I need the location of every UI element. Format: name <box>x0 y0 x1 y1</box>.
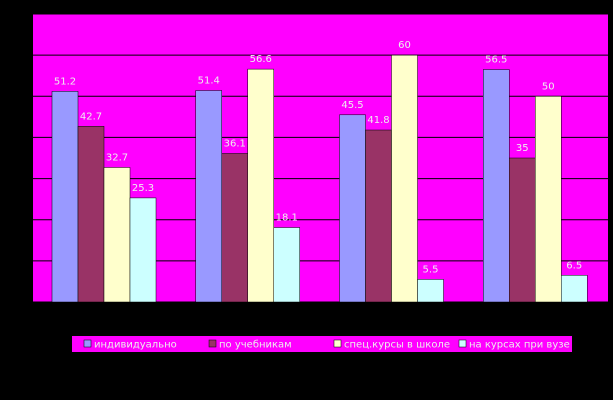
y-tick-label: 40 <box>16 132 29 143</box>
y-tick-label: 10 <box>16 256 29 267</box>
legend-swatch <box>208 339 217 348</box>
bar <box>365 129 392 303</box>
data-label: 56.5 <box>485 55 507 66</box>
legend-label: на курсах при вузе <box>469 340 570 351</box>
data-label: 50 <box>542 81 555 92</box>
data-label: 45.5 <box>341 100 363 111</box>
data-label: 56.6 <box>250 54 272 65</box>
data-label: 18.1 <box>276 213 298 224</box>
legend <box>72 336 572 352</box>
legend-label: спец.курсы в школе <box>344 340 450 351</box>
bar <box>221 153 248 303</box>
bar <box>129 197 157 303</box>
bar <box>417 279 444 303</box>
legend-swatch <box>83 339 92 348</box>
data-label: 51.2 <box>54 76 76 87</box>
legend-swatch <box>333 339 342 348</box>
data-label: 32.7 <box>106 152 128 163</box>
bar <box>195 90 222 303</box>
legend-label: индивидуально <box>94 340 177 351</box>
y-tick-label: 60 <box>16 50 29 61</box>
bar <box>51 91 79 303</box>
bar <box>247 68 274 303</box>
bar <box>483 69 510 303</box>
data-label: 41.8 <box>367 115 389 126</box>
data-label: 51.4 <box>198 76 220 87</box>
y-tick-label: 0 <box>23 297 29 308</box>
data-label: 5.5 <box>423 264 439 275</box>
y-tick-label: 50 <box>16 91 29 102</box>
bar <box>77 126 105 303</box>
bar <box>535 96 562 303</box>
bar <box>339 114 366 303</box>
bar <box>509 157 536 303</box>
y-tick-label: 70 <box>16 9 29 20</box>
data-label: 25.3 <box>132 183 154 194</box>
data-label: 6.5 <box>566 260 582 271</box>
data-label: 36.1 <box>224 138 246 149</box>
data-label: 42.7 <box>80 111 102 122</box>
y-tick-label: 20 <box>16 215 29 226</box>
bar <box>103 167 131 303</box>
bar <box>391 54 418 303</box>
legend-swatch <box>458 339 467 348</box>
bar <box>561 275 588 303</box>
data-label: 35 <box>516 143 529 154</box>
y-tick-label: 30 <box>16 174 29 185</box>
bar <box>273 227 300 303</box>
data-label: 60 <box>398 40 411 51</box>
legend-label: по учебникам <box>219 340 292 351</box>
